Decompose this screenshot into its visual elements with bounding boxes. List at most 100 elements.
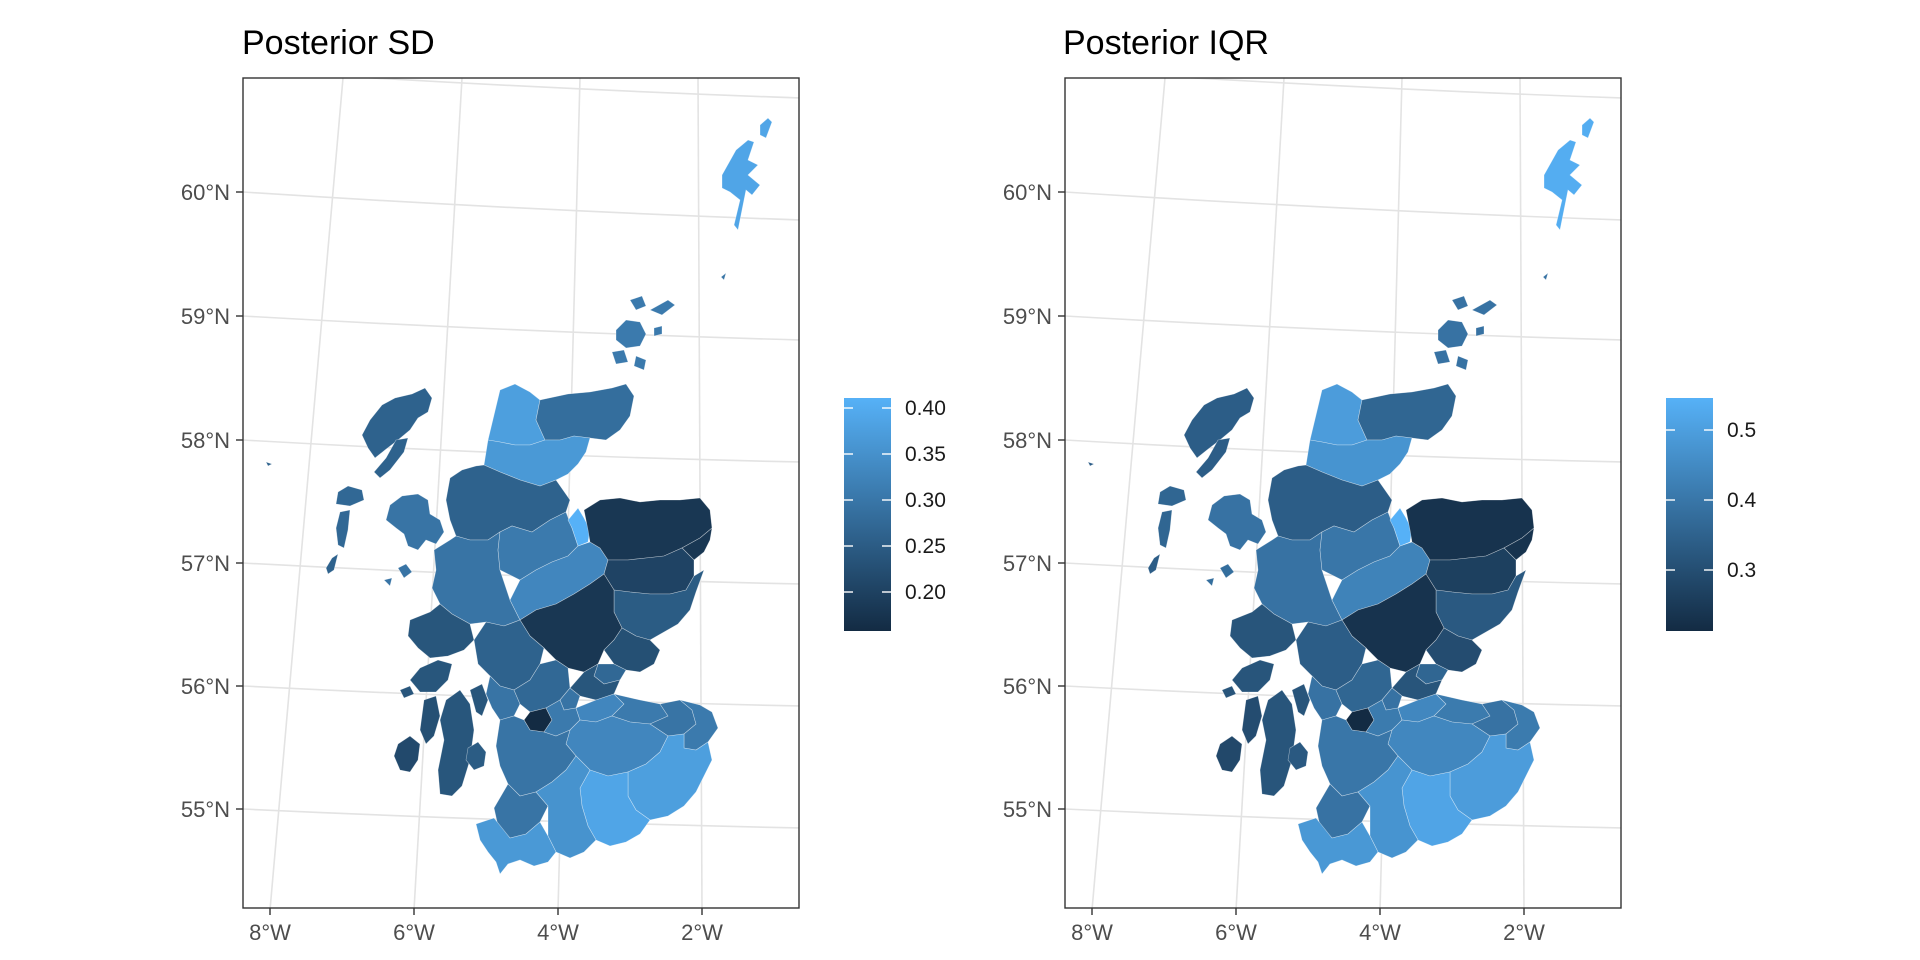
region-orkney [633,355,647,371]
color-legend: 0.40 0.35 0.30 0.25 0.20 [844,397,946,631]
y-tick-label: 60°N [1003,180,1052,205]
region-small-isles [1219,563,1235,579]
choropleth-regions [1087,117,1595,875]
region-mull [1221,685,1237,699]
y-tick-label: 57°N [181,551,230,576]
x-axis: 8°W 6°W 4°W 2°W [249,908,723,945]
region-orkney [629,295,647,311]
y-axis: 60°N 59°N 58°N 57°N 56°N 55°N [1003,180,1065,822]
x-axis: 8°W 6°W 4°W 2°W [1071,908,1545,945]
region-barra [265,461,273,467]
region-jura [1241,695,1263,745]
region-orkney [1471,299,1498,316]
x-tick-label: 8°W [1071,920,1113,945]
parallel-59n [1065,315,1621,341]
region-arran [1287,741,1309,771]
panel-title: Posterior SD [242,24,435,62]
choropleth-regions [265,117,773,875]
y-tick-label: 58°N [181,428,230,453]
region-argyll-west [1229,603,1297,659]
color-legend: 0.5 0.4 0.3 [1666,398,1757,631]
region-arran [465,741,487,771]
region-orkney [1475,325,1485,337]
y-tick-label: 55°N [181,797,230,822]
legend-label: 0.5 [1727,419,1756,442]
x-tick-label: 4°W [537,920,579,945]
region-small-isles [1205,577,1215,587]
legend-label: 0.30 [905,489,946,512]
region-uists [1157,485,1187,507]
meridian-8w [1091,78,1166,908]
x-tick-label: 2°W [681,920,723,945]
region-caithness [1357,383,1457,441]
region-mull [399,685,415,699]
legend-label: 0.20 [905,581,946,604]
region-orkney [649,299,676,316]
region-small-isles [383,577,393,587]
y-tick-label: 59°N [181,304,230,329]
legend-label: 0.25 [905,535,946,558]
parallel-61n [1181,78,1621,99]
region-caithness [535,383,635,441]
y-tick-label: 56°N [181,674,230,699]
region-shetland [721,139,761,231]
region-kintyre [469,683,489,717]
region-orkney [653,325,663,337]
map-panel-posterior-sd: Posterior SD [181,24,946,945]
x-tick-label: 6°W [393,920,435,945]
legend-colorbar [1666,398,1713,631]
legend-label: 0.4 [1727,489,1757,512]
region-galloway [1297,817,1379,875]
region-fair-isle [1542,272,1549,281]
region-barra [325,553,339,575]
meridian-8w [269,78,344,908]
panel-title: Posterior IQR [1063,24,1269,62]
region-mull [1231,659,1275,693]
legend-label: 0.40 [905,397,946,420]
panel-border [242,77,800,909]
x-tick-label: 4°W [1359,920,1401,945]
region-barra [1147,553,1161,575]
region-orkney [1451,295,1469,311]
x-tick-label: 6°W [1215,920,1257,945]
meridian-6w [413,78,463,908]
region-jura [419,695,441,745]
region-orkney [1437,319,1469,349]
region-shetland [1581,117,1595,139]
y-tick-label: 56°N [1003,674,1052,699]
panel-border [1064,77,1622,909]
y-tick-label: 58°N [1003,428,1052,453]
region-kintyre [437,689,475,797]
region-orkney [1455,355,1469,371]
region-shetland [1543,139,1583,231]
y-tick-label: 59°N [1003,304,1052,329]
region-kintyre [1291,683,1311,717]
region-lewis-harris [1195,437,1231,479]
x-tick-label: 8°W [249,920,291,945]
region-uists [335,509,351,549]
region-lewis-harris [373,437,409,479]
region-argyll-west [407,603,475,659]
region-orkney [611,349,629,365]
y-axis: 60°N 59°N 58°N 57°N 56°N 55°N [181,180,243,822]
region-galloway [475,817,557,875]
region-orkney [1433,349,1451,365]
region-skye [385,493,445,551]
region-kintyre [1259,689,1297,797]
y-tick-label: 55°N [1003,797,1052,822]
region-fair-isle [720,272,727,281]
legend-label: 0.3 [1727,559,1756,582]
region-barra [1087,461,1095,467]
region-sutherland-west [1309,383,1368,446]
region-lewis-harris [1183,387,1255,459]
region-orkney [615,319,647,349]
y-tick-label: 60°N [181,180,230,205]
region-angus [1425,627,1483,673]
region-shetland [759,117,773,139]
parallel-61n [359,78,799,99]
region-small-isles [397,563,413,579]
parallel-59n [243,315,799,341]
x-tick-label: 2°W [1503,920,1545,945]
region-angus [603,627,661,673]
